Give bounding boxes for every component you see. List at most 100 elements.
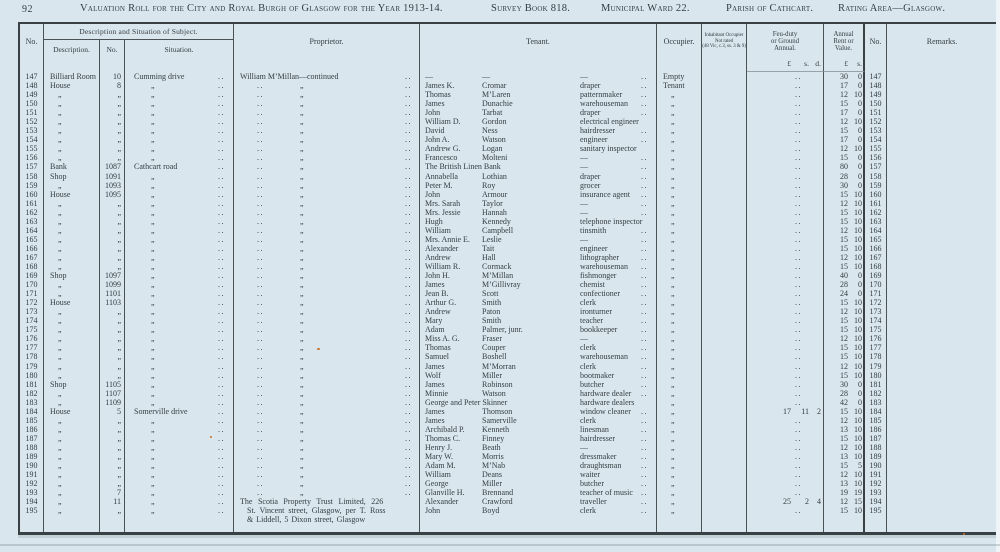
cell-occupier: Empty — [657, 72, 702, 82]
money-spacer — [702, 59, 747, 72]
tenant-surname: Smith — [482, 316, 502, 326]
tenant-occupation: engineer — [580, 243, 608, 253]
tenant-surname: Morris — [482, 451, 504, 461]
tenant-surname: Kennedy — [482, 216, 511, 226]
cell-occupier: „ — [657, 488, 702, 498]
street-number-text: „ — [117, 461, 121, 471]
dot-leader: .. — [795, 271, 802, 281]
table-row: 186 „ „ „.... „.. Archibald P. Kenneth linesman… — [20, 424, 997, 434]
cell-occupier: „ — [657, 397, 702, 407]
cell-row-number-left: 182 — [20, 388, 44, 398]
tenant-surname: Logan — [482, 144, 503, 154]
dot-leader: .. — [795, 243, 802, 253]
tenant-occupation: clerk — [580, 506, 596, 516]
cell-remarks — [887, 479, 997, 488]
rent-pounds: 15 — [840, 433, 848, 443]
street-number-text: „ — [117, 252, 121, 262]
dot-leader: .. — [218, 497, 225, 507]
street-number-text: „ — [117, 225, 121, 235]
situation-text: „ — [151, 99, 155, 109]
tenant-forename: Archibald P. — [425, 424, 465, 434]
tenant-occupation: grocer — [580, 180, 601, 190]
dot-leader: .. — [405, 352, 412, 362]
dot-leader: .. — [641, 298, 648, 308]
tenant-occupation: clerk — [580, 298, 596, 308]
header-feu-line2: or Ground — [770, 37, 800, 45]
cell-street-number: 1103 — [100, 298, 125, 308]
rent-pounds: 15 — [840, 461, 848, 471]
tenant-occupation: ironturner — [580, 307, 612, 317]
cell-occupier: „ — [657, 289, 702, 299]
cell-street-number: 10 — [100, 72, 125, 82]
tenant-occupation: sanitary inspector — [580, 144, 637, 154]
proprietor-name: William M’Millan—continued — [240, 72, 339, 81]
cell-description: „ — [44, 207, 100, 217]
tenant-surname: Boyd — [482, 506, 500, 516]
ditto-mark: „ — [300, 207, 304, 217]
dot-leader: .. — [405, 370, 412, 380]
cell-situation: „.. — [125, 388, 234, 398]
cell-description: House — [44, 189, 100, 199]
cell-occupier: „ — [657, 361, 702, 371]
cell-tenant: Samuel Boshell warehouseman.. — [420, 352, 657, 362]
cell-occupier: „ — [657, 352, 702, 362]
rent-shillings: 0 — [858, 180, 862, 190]
tenant-surname: Brennand — [482, 488, 514, 498]
cell-inhabitant-occupier — [702, 334, 747, 344]
cell-situation: „.. — [125, 216, 234, 226]
tenant-surname: Scott — [482, 289, 499, 299]
cell-description — [44, 515, 100, 525]
cell-street-number: „ — [100, 316, 125, 326]
situation-text: „ — [151, 352, 155, 362]
rent-shillings: 10 — [854, 424, 862, 434]
occupier-text: „ — [671, 433, 675, 443]
cell-situation: „.. — [125, 298, 234, 308]
tenant-forename: James — [425, 361, 445, 371]
cell-feu-duty: .. — [747, 108, 824, 118]
cell-row-number-right: 162 — [865, 207, 887, 217]
description-text: „ — [58, 99, 62, 109]
cell-tenant: Mrs. Jessie Hannah —.. — [420, 207, 657, 217]
cell-inhabitant-occupier — [702, 325, 747, 335]
cell-annual-rent: 24 0 — [824, 289, 865, 299]
dot-leader: .. — [405, 433, 412, 443]
tenant-surname: Tarbat — [482, 108, 503, 118]
ditto-mark: „ — [300, 81, 304, 91]
header-remarks: Remarks. — [926, 37, 958, 46]
rent-units: £ s. — [824, 59, 865, 72]
ditto-mark: „ — [300, 144, 304, 154]
tenant-occupation: draper — [580, 108, 601, 118]
situation-text: „ — [151, 189, 155, 199]
cell-row-number-left: 161 — [20, 198, 44, 208]
header-proprietor: Proprietor. — [234, 24, 420, 59]
cell-row-number-right: 185 — [865, 415, 887, 425]
cell-remarks — [887, 199, 997, 208]
ditto-mark: „ — [300, 334, 304, 344]
rent-shillings: 10 — [854, 506, 862, 516]
rent-shillings: 10 — [854, 433, 862, 443]
occupier-text: „ — [671, 379, 675, 389]
dot-leader: .. — [405, 243, 412, 253]
cell-row-number-left: 158 — [20, 171, 44, 181]
rent-pounds: 13 — [840, 479, 848, 489]
rent-pounds: 12 — [840, 117, 848, 127]
cell-street-number: „ — [100, 470, 125, 480]
dot-leader: .. — [257, 207, 264, 217]
header-rent-line2: Rent or — [833, 37, 854, 45]
tenant-forename: James — [425, 415, 445, 425]
dot-leader: .. — [795, 325, 802, 335]
situation-text: „ — [151, 298, 155, 308]
tenant-occupation: butcher — [580, 479, 604, 489]
cell-inhabitant-occupier — [702, 289, 747, 299]
cell-row-number-left: 186 — [20, 424, 44, 434]
cell-tenant: James K. Cromar draper.. — [420, 81, 657, 91]
description-text: „ — [58, 135, 62, 145]
situation-text: „ — [151, 343, 155, 353]
occupier-text: „ — [671, 108, 675, 118]
occupier-text: „ — [671, 343, 675, 353]
cell-situation: „.. — [125, 144, 234, 154]
street-number-text: „ — [117, 198, 121, 208]
street-number-text: „ — [117, 415, 121, 425]
cell-tenant: John Tarbat draper.. — [420, 108, 657, 118]
situation-text: „ — [151, 451, 155, 461]
